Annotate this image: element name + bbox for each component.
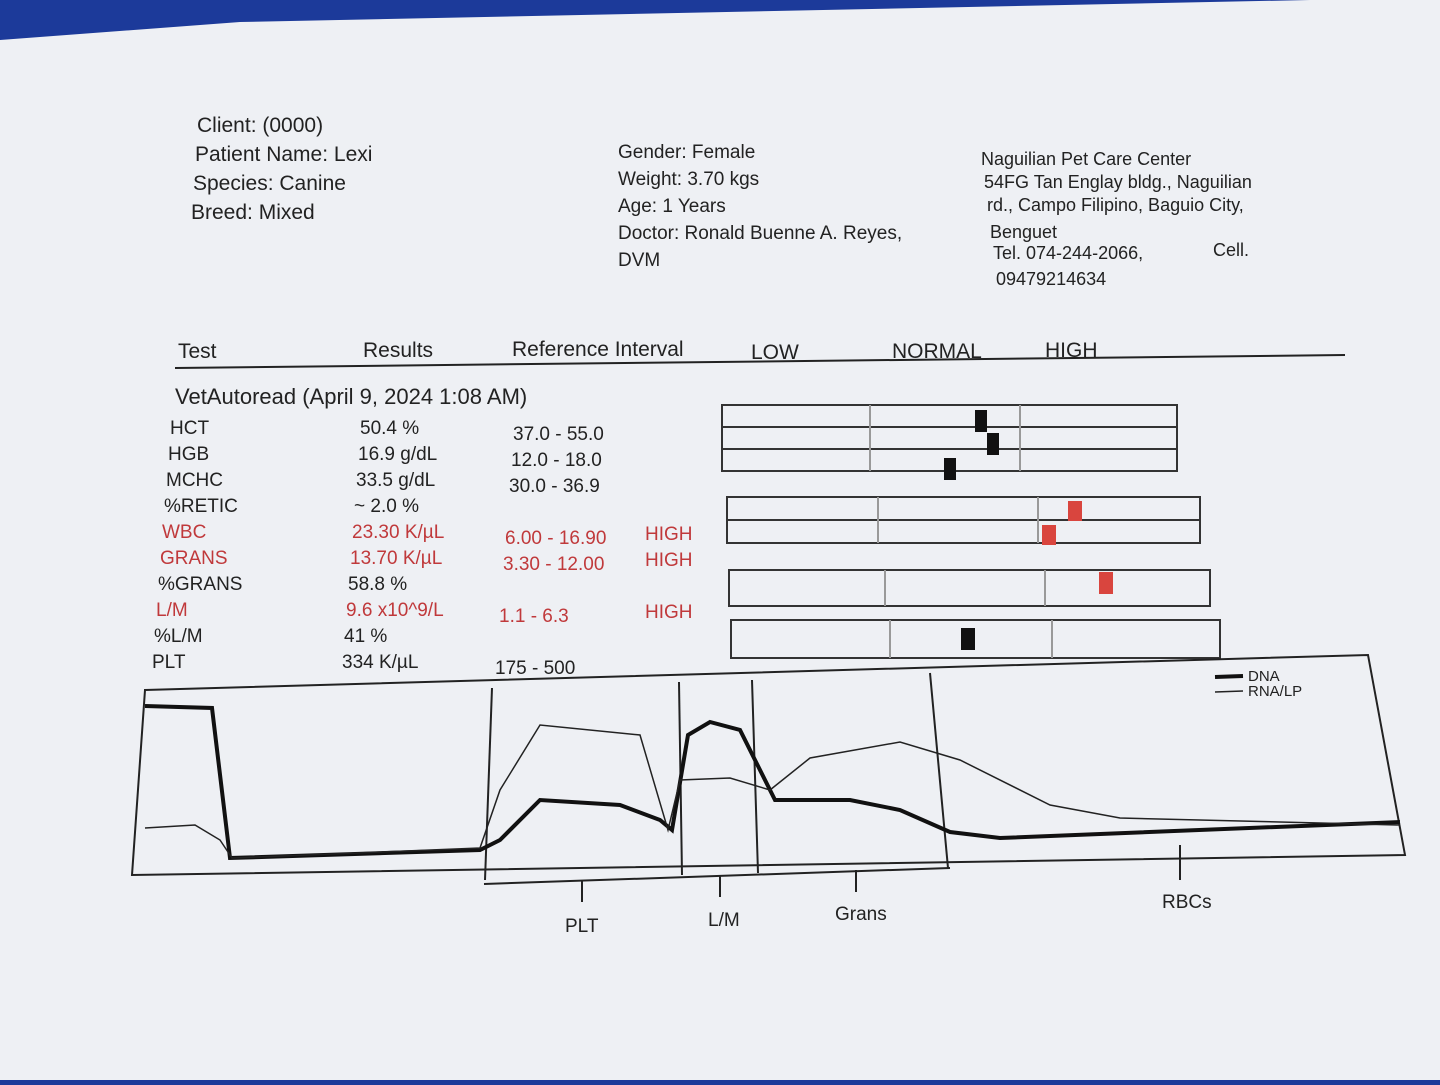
visit-field: DVM <box>618 250 660 271</box>
histogram-label: RBCs <box>1162 892 1212 913</box>
header-rule <box>174 354 1346 369</box>
reference: 37.0 - 55.0 <box>513 424 604 445</box>
test-name: L/M <box>156 600 188 621</box>
reference: 175 - 500 <box>495 658 575 679</box>
test-name: HGB <box>168 444 209 465</box>
result: 41 % <box>344 626 387 647</box>
section-title: VetAutoread (April 9, 2024 1:08 AM) <box>175 384 527 409</box>
test-name: %GRANS <box>158 574 242 595</box>
reference: 3.30 - 12.00 <box>503 554 604 575</box>
test-name: GRANS <box>160 548 228 569</box>
flag: HIGH <box>645 602 693 623</box>
visit-field: Doctor: Ronald Buenne A. Reyes, <box>618 223 902 244</box>
histogram-label: L/M <box>708 910 740 931</box>
results-table: HCT 50.4 % 37.0 - 55.0 HGB 16.9 g/dL 12.0 - 1… <box>152 418 693 679</box>
marker <box>987 433 999 455</box>
histogram-label: Grans <box>835 904 887 925</box>
test-name: HCT <box>170 418 209 439</box>
legend-swatch <box>1214 674 1244 679</box>
test-name: PLT <box>152 652 186 673</box>
reference: 1.1 - 6.3 <box>499 606 569 627</box>
column-header: HIGH <box>1045 339 1098 362</box>
legend-label: DNA <box>1248 668 1280 685</box>
range-box <box>730 619 1221 659</box>
visit-field: Age: 1 Years <box>618 196 726 217</box>
marker <box>1099 572 1113 594</box>
clinic-field: 09479214634 <box>996 269 1106 289</box>
clinic-field: rd., Campo Filipino, Baguio City, <box>987 195 1244 215</box>
clinic-field: Benguet <box>990 222 1057 242</box>
clinic-field: Naguilian Pet Care Center <box>981 149 1191 169</box>
result: 9.6 x10^9/L <box>346 600 444 621</box>
histogram: PLT L/M Grans RBCs DNA RNA/LP <box>130 653 1407 937</box>
gate <box>929 672 949 869</box>
clinic-field: Cell. <box>1213 240 1249 260</box>
result: 23.30 K/µL <box>352 522 444 543</box>
reference: 12.0 - 18.0 <box>511 450 602 471</box>
column-header: NORMAL <box>892 340 982 363</box>
patient-field: Breed: Mixed <box>191 201 315 224</box>
flag: HIGH <box>645 524 693 545</box>
column-header: LOW <box>751 341 799 364</box>
legend-swatch <box>1214 690 1244 693</box>
marker <box>1042 525 1056 545</box>
histogram-frame <box>130 653 1407 877</box>
result: 50.4 % <box>360 418 419 439</box>
visit-field: Weight: 3.70 kgs <box>618 169 759 190</box>
rna-curve <box>144 724 1401 859</box>
test-name: MCHC <box>166 470 223 491</box>
column-header: Reference Interval <box>512 338 684 361</box>
result: 58.8 % <box>348 574 407 595</box>
axis-rule <box>483 867 951 885</box>
column-header: Test <box>178 340 217 363</box>
reference: 6.00 - 16.90 <box>505 528 606 549</box>
header: Client: (0000) Patient Name: Lexi Species:… <box>178 114 1252 364</box>
marker <box>944 458 956 480</box>
patient-field: Patient Name: Lexi <box>195 143 372 166</box>
reference: 30.0 - 36.9 <box>509 476 600 497</box>
marker <box>975 410 987 432</box>
patient-field: Client: (0000) <box>197 114 323 137</box>
histogram-label: PLT <box>565 916 599 937</box>
legend-label: RNA/LP <box>1248 683 1302 700</box>
patient-field: Species: Canine <box>193 172 346 195</box>
visit-field: Gender: Female <box>618 142 755 163</box>
result: 13.70 K/µL <box>350 548 442 569</box>
range-bars <box>721 404 1221 659</box>
clinic-field: 54FG Tan Englay bldg., Naguilian <box>984 172 1252 192</box>
flag: HIGH <box>645 550 693 571</box>
clinic-field: Tel. 074-244-2066, <box>993 243 1143 263</box>
column-header: Results <box>363 339 433 362</box>
gate <box>751 679 759 874</box>
test-name: %RETIC <box>164 496 238 517</box>
result: 334 K/µL <box>342 652 418 673</box>
range-box <box>728 569 1211 607</box>
test-name: %L/M <box>154 626 203 647</box>
marker <box>961 628 975 650</box>
result: 33.5 g/dL <box>356 470 435 491</box>
marker <box>1068 501 1082 521</box>
result: 16.9 g/dL <box>358 444 437 465</box>
result: ~ 2.0 % <box>354 496 419 517</box>
test-name: WBC <box>162 522 206 543</box>
